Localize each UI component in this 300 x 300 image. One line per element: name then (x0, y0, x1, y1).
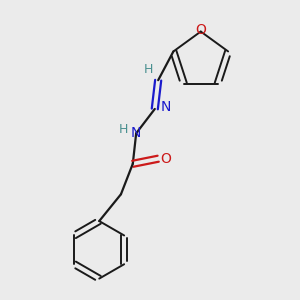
Text: N: N (130, 126, 141, 140)
Text: O: O (160, 152, 171, 166)
Text: H: H (118, 123, 128, 136)
Text: O: O (195, 23, 206, 37)
Text: H: H (144, 63, 153, 76)
Text: N: N (161, 100, 171, 114)
